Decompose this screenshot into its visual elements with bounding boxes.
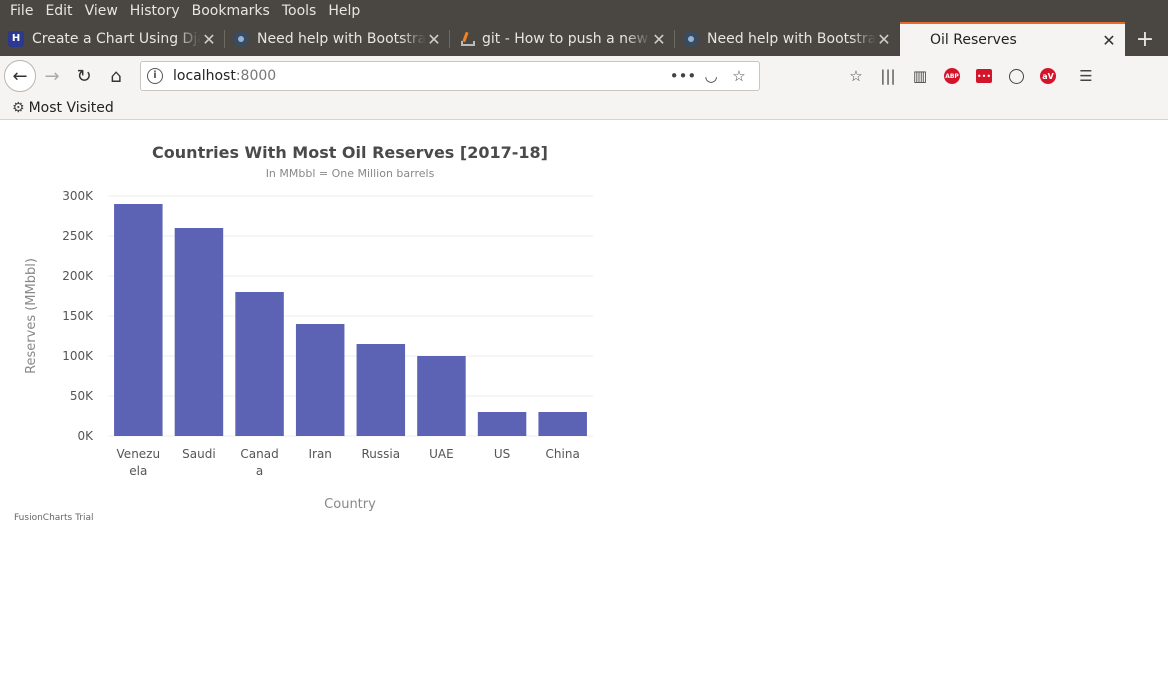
arrow-right-icon: → [44, 65, 60, 87]
download-icon[interactable]: ☆ [849, 67, 863, 85]
reload-button[interactable]: ↻ [68, 60, 100, 92]
fusioncharts-trial-label: FusionCharts Trial [14, 513, 94, 523]
adblock-button[interactable]: ABP [936, 64, 968, 88]
toolbar-icons: ☆ ||| ▥ ABP ••• aV ☰ [840, 64, 1102, 88]
adblock-icon: ABP [944, 68, 960, 84]
tab-separator [674, 30, 675, 48]
page-content: 0K 50K 100K 150K 200K 250K 300K Venezu ela Saudi… [0, 120, 1168, 686]
home-button[interactable]: ⌂ [100, 60, 132, 92]
gear-icon: ⚙ [12, 99, 25, 116]
y-tick-label: 50K [70, 389, 94, 403]
fusioncharts-favicon-icon: H [8, 31, 24, 47]
menu-history[interactable]: History [129, 3, 180, 19]
bootstrap-favicon-icon [683, 31, 699, 47]
back-button[interactable]: ← [4, 60, 36, 92]
tab-strip: H Create a Chart Using Django ✕ Need hel… [0, 22, 1168, 56]
bookmark-star-icon[interactable]: ☆ [732, 67, 746, 85]
page-actions-icon[interactable]: ••• [669, 67, 697, 85]
hamburger-menu-icon[interactable]: ☰ [1079, 67, 1093, 85]
y-tick-label: 200K [62, 269, 94, 283]
av-icon: aV [1040, 68, 1056, 84]
arrow-left-icon: ← [12, 65, 28, 87]
x-tick-label: Canad a [240, 447, 278, 478]
tab-separator [449, 30, 450, 48]
tab-3[interactable]: git - How to push a new initial ✕ [450, 22, 675, 56]
bar-us[interactable] [477, 412, 527, 436]
tab-title: Need help with Bootstrap [707, 31, 876, 47]
new-tab-button[interactable]: + [1135, 26, 1155, 52]
reload-icon: ↻ [76, 65, 92, 87]
close-icon[interactable]: ✕ [427, 29, 441, 49]
tab-title: Oil Reserves [930, 32, 1017, 48]
lastpass-button[interactable]: ••• [968, 64, 1000, 88]
menu-bar: File Edit View History Bookmarks Tools H… [0, 0, 1168, 22]
x-tick-label: UAE [429, 447, 454, 461]
chart-bars [114, 204, 587, 436]
y-tick-label: 150K [62, 309, 94, 323]
tab-separator [224, 30, 225, 48]
url-port: :8000 [235, 68, 277, 84]
chart-y-ticks: 0K 50K 100K 150K 200K 250K 300K [62, 189, 94, 443]
stackoverflow-favicon-icon [458, 31, 475, 47]
y-tick-label: 300K [62, 189, 94, 203]
close-icon[interactable]: ✕ [1102, 30, 1116, 50]
nav-bar: ← → ↻ ⌂ i localhost:8000 ••• ◡ ☆ ☆ ||| ▥… [0, 56, 1168, 96]
home-icon: ⌂ [110, 65, 122, 87]
chart-x-ticks: Venezu ela Saudi Canad a Iran Russia UAE US China [117, 447, 580, 478]
menu-view[interactable]: View [84, 3, 118, 19]
x-tick-label: Iran [308, 447, 331, 461]
tab-title: Need help with Bootstrap [257, 31, 426, 47]
y-axis-label: Reserves (MMbbl) [24, 258, 39, 374]
menu-help[interactable]: Help [328, 3, 361, 19]
bookmarks-bar: ⚙ Most Visited [0, 96, 1168, 120]
tab-5-active[interactable]: Oil Reserves ✕ [900, 22, 1125, 56]
close-icon[interactable]: ✕ [877, 29, 891, 49]
x-tick-label: China [546, 447, 580, 461]
bar-russia[interactable] [356, 344, 406, 436]
account-button[interactable] [1000, 64, 1032, 88]
bookmark-most-visited[interactable]: Most Visited [28, 99, 114, 116]
url-bar[interactable]: i localhost:8000 ••• ◡ ☆ [140, 61, 760, 91]
pocket-icon[interactable]: ◡ [704, 67, 718, 85]
x-tick-label: Venezu ela [117, 447, 161, 478]
chart-subtitle: In MMbbl = One Million barrels [266, 167, 435, 180]
tab-2[interactable]: Need help with Bootstrap ✕ [225, 22, 450, 56]
bar-chart: 0K 50K 100K 150K 200K 250K 300K Venezu ela Saudi… [24, 143, 593, 512]
y-tick-label: 100K [62, 349, 94, 363]
bar-saudi[interactable] [174, 228, 224, 436]
bar-uae[interactable] [417, 356, 466, 436]
tab-title: Create a Chart Using Django [32, 31, 201, 47]
tab-4[interactable]: Need help with Bootstrap ✕ [675, 22, 900, 56]
menu-edit[interactable]: Edit [45, 3, 73, 19]
x-tick-label: US [494, 447, 510, 461]
x-axis-label: Country [324, 497, 376, 512]
tab-1[interactable]: H Create a Chart Using Django ✕ [0, 22, 225, 56]
tab-title: git - How to push a new initial [482, 31, 651, 47]
url-text[interactable]: localhost:8000 [173, 68, 669, 84]
x-tick-label: Saudi [182, 447, 216, 461]
lastpass-icon: ••• [976, 69, 992, 83]
info-icon[interactable]: i [147, 68, 163, 84]
bar-canada[interactable] [235, 292, 284, 436]
menu-file[interactable]: File [10, 3, 34, 19]
y-tick-label: 250K [62, 229, 94, 243]
library-icon[interactable]: ||| [880, 67, 896, 85]
account-icon [1008, 68, 1024, 84]
bar-china[interactable] [538, 412, 587, 436]
y-tick-label: 0K [77, 429, 94, 443]
sidebar-icon[interactable]: ▥ [912, 67, 928, 85]
av-button[interactable]: aV [1032, 64, 1064, 88]
close-icon[interactable]: ✕ [652, 29, 666, 49]
menu-tools[interactable]: Tools [281, 3, 317, 19]
chart-title: Countries With Most Oil Reserves [2017-1… [152, 143, 548, 162]
bar-iran[interactable] [295, 324, 345, 436]
forward-button[interactable]: → [36, 60, 68, 92]
x-tick-label: Russia [362, 447, 401, 461]
menu-bookmarks[interactable]: Bookmarks [191, 3, 270, 19]
close-icon[interactable]: ✕ [202, 29, 216, 49]
bar-venezuela[interactable] [114, 204, 163, 436]
url-host: localhost [173, 68, 236, 84]
bootstrap-favicon-icon [233, 31, 249, 47]
